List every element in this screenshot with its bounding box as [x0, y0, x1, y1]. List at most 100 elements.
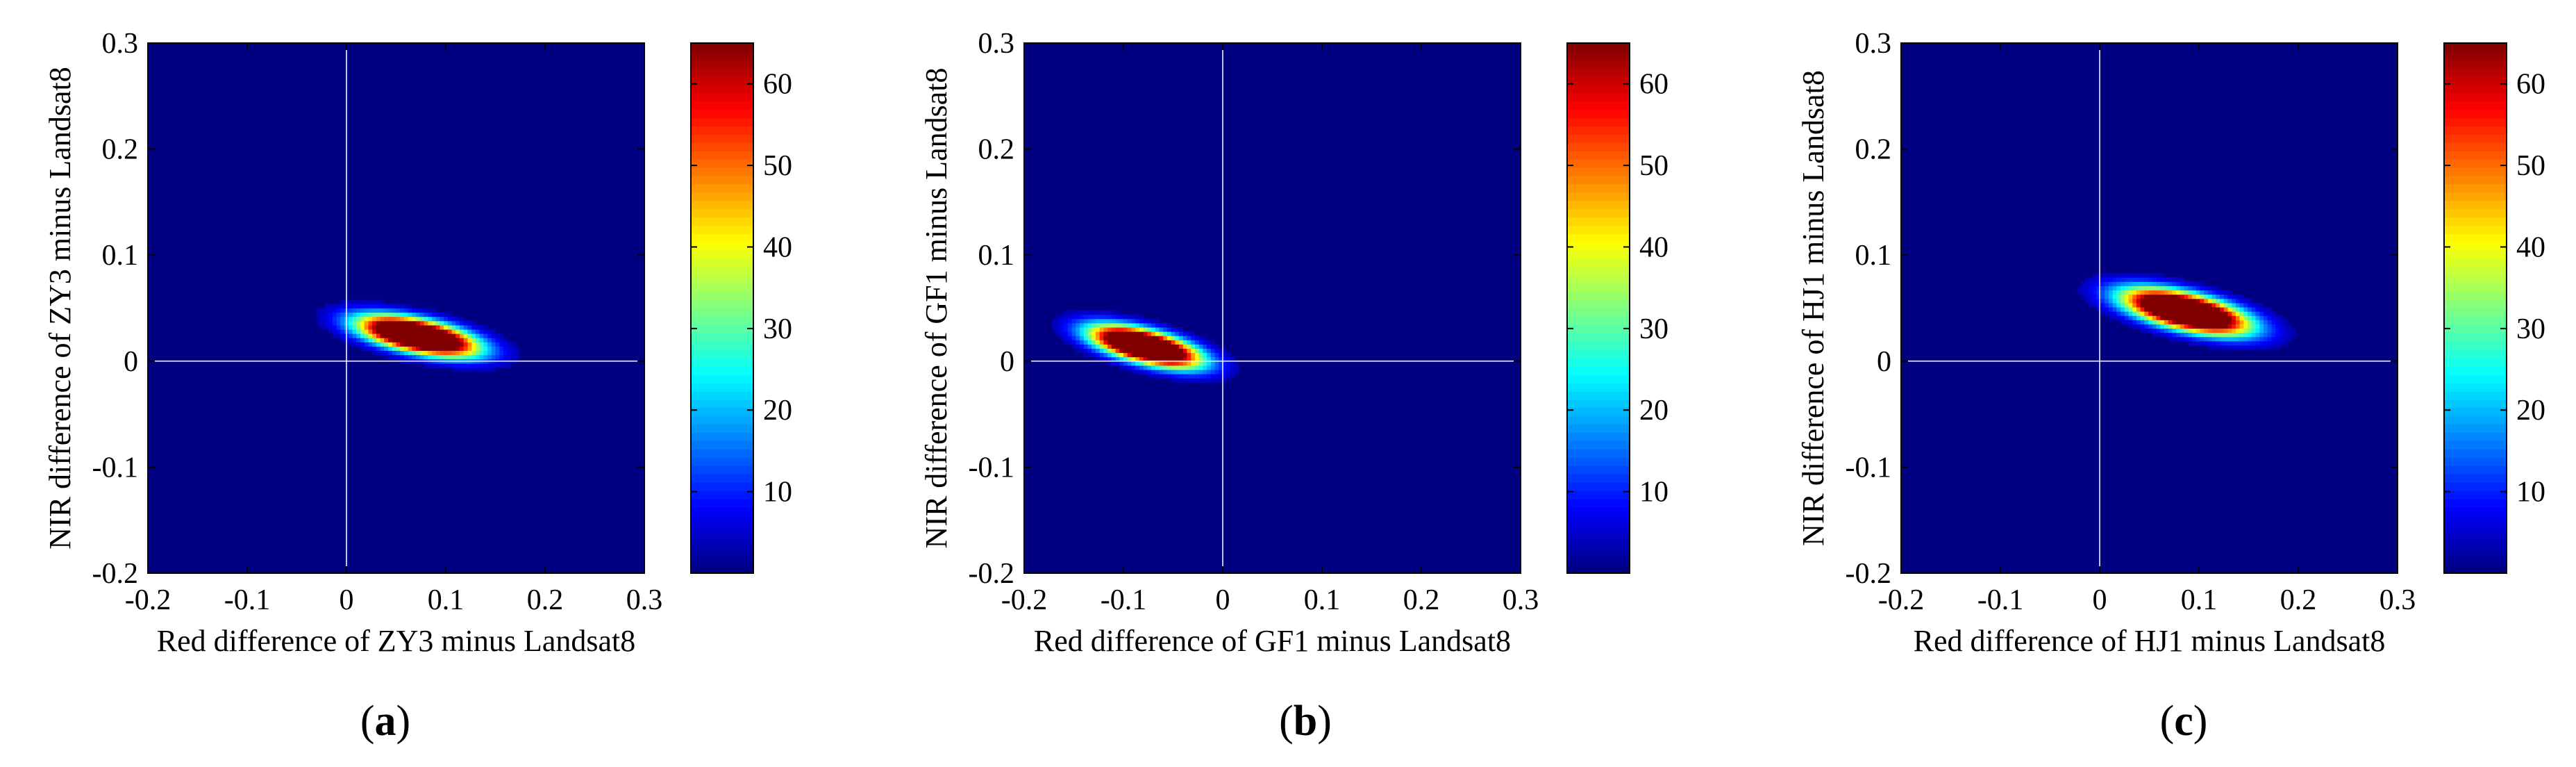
- heatmap-cell: [2267, 328, 2272, 333]
- colorbar-segment: [691, 473, 753, 483]
- heatmap-cell: [1171, 348, 1176, 354]
- heatmap-cell: [1207, 340, 1212, 345]
- heatmap-cell: [432, 346, 437, 351]
- heatmap-cell: [328, 312, 333, 317]
- heatmap-cell: [1139, 352, 1144, 358]
- heatmap-cell: [1099, 336, 1104, 340]
- heatmap-cell: [487, 354, 492, 360]
- heatmap-cell: [1103, 314, 1108, 320]
- heatmap-cell: [1163, 331, 1168, 336]
- colorbar-segment: [1567, 84, 1630, 94]
- heatmap-cell: [475, 333, 480, 338]
- heatmap-cell: [1210, 356, 1215, 362]
- heatmap-cell: [412, 320, 417, 326]
- heatmap-cell: [2264, 336, 2268, 342]
- heatmap-cell: [2223, 302, 2228, 308]
- heatmap-cell: [2156, 277, 2161, 282]
- heatmap-cell: [368, 316, 373, 322]
- heatmap-cell: [1127, 336, 1132, 340]
- heatmap-cell: [1151, 344, 1156, 349]
- heatmap-cell: [340, 320, 345, 326]
- heatmap-cell: [2096, 298, 2101, 304]
- heatmap-cell: [460, 363, 465, 368]
- heatmap-cell: [2227, 290, 2232, 295]
- heatmap-cell: [2121, 298, 2125, 304]
- colorbar-segment: [1567, 407, 1630, 417]
- heatmap-cell: [2100, 286, 2105, 291]
- heatmap-cell: [1135, 344, 1140, 349]
- colorbar-segment: [2444, 399, 2507, 409]
- heatmap-cell: [360, 308, 365, 313]
- x-axis-label: Red difference of HJ1 minus Landsat8: [1914, 624, 2386, 658]
- heatmap-cell: [1127, 331, 1132, 336]
- heatmap-cell: [2160, 281, 2165, 286]
- heatmap-cell: [1080, 331, 1085, 336]
- heatmap-cell: [491, 346, 496, 351]
- heatmap-cell: [2211, 302, 2216, 308]
- colorbar-segment: [1567, 167, 1630, 176]
- heatmap-cell: [2200, 328, 2205, 333]
- heatmap-cell: [2220, 302, 2225, 308]
- heatmap-cell: [1123, 322, 1128, 328]
- heatmap-cell: [2128, 298, 2133, 304]
- heatmap-cell: [2105, 290, 2109, 295]
- heatmap-cell: [1182, 348, 1187, 354]
- heatmap-cell: [2112, 290, 2117, 295]
- heatmap-cell: [1135, 327, 1140, 332]
- heatmap-cell: [495, 354, 500, 360]
- heatmap-cell: [467, 346, 472, 351]
- heatmap-cell: [392, 320, 396, 326]
- heatmap-cell: [2148, 281, 2153, 286]
- heatmap-cell: [2152, 332, 2157, 338]
- heatmap-cell: [1123, 361, 1128, 366]
- heatmap-cell: [2148, 277, 2153, 282]
- heatmap-cell: [1175, 331, 1180, 336]
- heatmap-cell: [2267, 311, 2272, 316]
- heatmap-cell: [352, 304, 357, 308]
- heatmap-cell: [467, 363, 472, 368]
- heatmap-cell: [2271, 320, 2276, 324]
- heatmap-cell: [1235, 361, 1239, 366]
- heatmap-cell: [1123, 318, 1128, 324]
- colorbar-frame: [1566, 42, 1630, 574]
- heatmap-cell: [2121, 294, 2125, 299]
- colorbar-segment: [1567, 217, 1630, 226]
- colorbar-segment: [2444, 299, 2507, 309]
- colorbar-segment: [1567, 498, 1630, 508]
- heatmap-cell: [2259, 302, 2264, 308]
- heatmap-cell: [380, 324, 385, 330]
- heatmap-cell: [2264, 340, 2268, 346]
- x-tick-label: 0.3: [2380, 584, 2416, 616]
- heatmap-cell: [2248, 307, 2252, 312]
- heatmap-cell: [2235, 298, 2241, 304]
- heatmap-cell: [1080, 340, 1085, 345]
- heatmap-cell: [2216, 311, 2220, 316]
- heatmap-cell: [2180, 307, 2184, 312]
- heatmap-cell: [2121, 311, 2125, 316]
- heatmap-cell: [388, 350, 393, 356]
- heatmap-cell: [1135, 318, 1140, 324]
- heatmap-cell: [400, 324, 405, 330]
- heatmap-cell: [2204, 290, 2209, 295]
- heatmap-cell: [340, 333, 345, 338]
- heatmap-cell: [2287, 332, 2292, 338]
- heatmap-cell: [2220, 290, 2225, 295]
- heatmap-cell: [1203, 356, 1207, 362]
- heatmap-cell: [340, 338, 345, 343]
- heatmap-cell: [2192, 328, 2197, 333]
- heatmap-cell: [2172, 281, 2177, 286]
- heatmap-cell: [1155, 361, 1160, 366]
- heatmap-cell: [447, 338, 453, 343]
- heatmap-cell: [333, 320, 337, 326]
- heatmap-cell: [1099, 327, 1104, 332]
- heatmap-cell: [356, 316, 361, 322]
- heatmap-cell: [1214, 348, 1219, 354]
- heatmap-cell: [2200, 320, 2205, 324]
- heatmap-cell: [471, 368, 476, 372]
- heatmap-cell: [348, 308, 353, 313]
- heatmap-cell: [1230, 361, 1235, 366]
- heatmap-cell: [1187, 361, 1191, 366]
- x-tick-label: 0.2: [527, 584, 564, 616]
- heatmap-cell: [317, 308, 321, 313]
- colorbar-segment: [691, 208, 753, 218]
